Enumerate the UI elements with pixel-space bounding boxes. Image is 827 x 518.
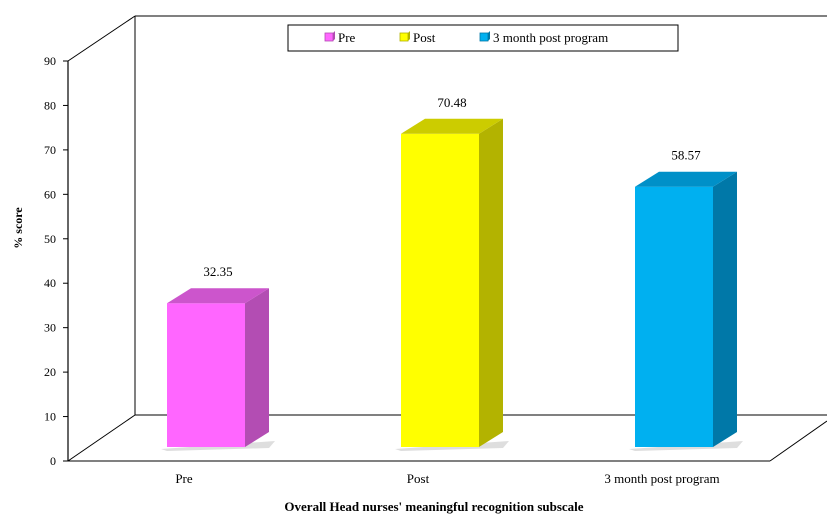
x-tick-label: Pre [175, 471, 193, 486]
y-tick-label: 60 [44, 187, 56, 201]
x-axis-labels: Pre Post 3 month post program [175, 471, 719, 486]
legend-swatch-side [333, 31, 335, 41]
legend-label: Pre [338, 30, 356, 45]
bar-top [401, 118, 503, 134]
floor-left-edge [67, 414, 136, 462]
y-tick-label: 10 [44, 410, 56, 424]
y-tick-label: 70 [44, 143, 56, 157]
y-tick-label: 0 [50, 454, 56, 468]
legend-swatch [324, 32, 334, 42]
legend: Pre Post 3 month post program [287, 24, 679, 52]
y-tick-label: 90 [44, 54, 56, 68]
y-axis-title: % score [11, 207, 25, 249]
legend-item-pre: Pre [324, 30, 356, 45]
y-tick-label: 50 [44, 232, 56, 246]
x-tick-label: Post [407, 471, 430, 486]
legend-item-post: Post [399, 30, 436, 45]
y-tick-label: 40 [44, 276, 56, 290]
bars-group [161, 118, 743, 451]
value-label: 70.48 [437, 95, 466, 110]
left-wall-top [67, 15, 136, 62]
legend-label: Post [413, 30, 436, 45]
bar-front [635, 186, 713, 447]
legend-item-3-month-post-program: 3 month post program [479, 30, 608, 45]
bar-side [479, 118, 503, 447]
bar-pre [161, 288, 275, 451]
legend-swatch-side [408, 31, 410, 41]
bar-3-month-post-program [629, 171, 743, 451]
bar-top [635, 171, 737, 187]
legend-items: Pre Post 3 month post program [324, 30, 608, 45]
x-tick-label: 3 month post program [604, 471, 719, 486]
x-axis-title: Overall Head nurses' meaningful recognit… [284, 499, 583, 514]
bar-front [167, 303, 245, 447]
y-tick-label: 30 [44, 321, 56, 335]
bar-post [395, 118, 509, 451]
bar-side [713, 171, 737, 447]
bar-side [245, 288, 269, 447]
y-tick-label: 20 [44, 365, 56, 379]
legend-swatch-side [488, 31, 490, 41]
value-labels-group: 32.35 70.48 58.57 [203, 95, 701, 279]
floor-right-edge [769, 420, 827, 462]
legend-label: 3 month post program [493, 30, 608, 45]
bar-front [401, 133, 479, 447]
y-axis-ticks: 0 10 20 30 40 50 60 70 80 90 [44, 54, 68, 468]
y-tick-label: 80 [44, 98, 56, 112]
legend-swatch [479, 32, 489, 42]
legend-swatch [399, 32, 409, 42]
value-label: 58.57 [671, 148, 701, 163]
bar-top [167, 288, 269, 304]
value-label: 32.35 [203, 264, 232, 279]
